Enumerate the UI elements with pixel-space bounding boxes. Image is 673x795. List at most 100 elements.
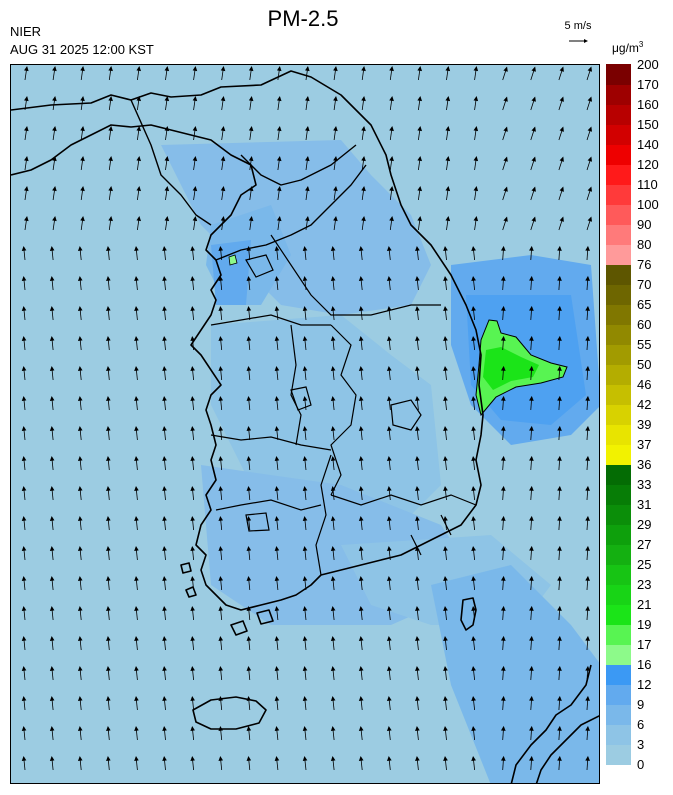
wind-arrow-head (49, 365, 55, 372)
wind-arrow-head (557, 755, 562, 761)
wind-arrow-head (358, 335, 364, 342)
wind-arrow-head (246, 305, 252, 312)
boundary-daegu-metro (390, 399, 422, 431)
wind-arrow-head (246, 755, 252, 762)
wind-arrow-head (190, 605, 195, 612)
wind-arrow-head (529, 725, 534, 731)
wind-arrow-head (77, 665, 83, 672)
wind-arrow-head (248, 65, 254, 72)
wind-arrow-head (330, 695, 336, 702)
wind-arrow-head (190, 635, 195, 642)
wind-arrow-head (559, 216, 564, 222)
wind-arrow-head (333, 125, 338, 132)
wind-arrow-head (246, 425, 252, 432)
wind-arrow-head (529, 575, 534, 581)
wind-arrow-head (190, 515, 195, 522)
wind-arrow-head (106, 635, 111, 642)
wind-arrow-head (190, 725, 195, 732)
wind-arrow-head (192, 185, 198, 192)
wind-arrow-head (330, 725, 336, 732)
wind-arrow-head (557, 695, 562, 701)
wind-arrow-head (49, 485, 55, 492)
wind-arrow-head (417, 185, 423, 192)
wind-arrow-head (358, 725, 364, 732)
wind-arrow-head (386, 695, 392, 702)
wind-arrow-head (330, 395, 336, 402)
wind-arrow-head (49, 605, 55, 612)
wind-arrow-head (106, 755, 111, 762)
wind-arrow-head (220, 95, 226, 102)
wind-arrow-head (246, 575, 252, 582)
wind-arrow-head (587, 126, 592, 132)
wind-arrow-head (305, 185, 310, 192)
wind-arrow-head (330, 485, 336, 492)
wind-arrow-head (471, 665, 476, 672)
wind-arrow-head (557, 455, 562, 461)
wind-arrow-head (585, 395, 590, 401)
wind-arrow-head (302, 335, 308, 342)
wind-arrow-head (358, 245, 364, 252)
wind-arrow-head (77, 755, 83, 762)
legend-tick-label: 9 (637, 697, 645, 712)
wind-arrow-head (274, 275, 280, 282)
wind-arrow-head (164, 155, 170, 162)
coastline-layer (11, 70, 599, 783)
wind-arrow-head (134, 545, 139, 552)
wind-arrow-head (162, 635, 167, 642)
wind-arrow-head (445, 95, 451, 102)
wind-arrow-head (559, 126, 564, 132)
wind-arrow-head (445, 155, 451, 162)
wind-arrow-head (529, 605, 534, 611)
wind-arrow-head (134, 305, 139, 312)
wind-arrow-head (585, 635, 590, 641)
wind-arrow-head (500, 455, 506, 461)
wind-arrow-head (21, 455, 27, 462)
wind-arrow-head (21, 695, 27, 702)
wind-arrow-head (415, 515, 420, 522)
wind-arrow-head (531, 156, 536, 162)
wind-arrow-head (218, 635, 224, 642)
wind-arrow-head (557, 305, 562, 311)
wind-arrow-head (302, 485, 308, 492)
wind-arrow-head (162, 545, 167, 552)
legend-swatch (606, 364, 631, 385)
wind-arrow-head (134, 365, 139, 372)
legend-tick-label: 25 (637, 557, 652, 572)
wind-arrow-head (246, 335, 252, 342)
wind-arrow-head (330, 245, 336, 252)
legend-tick-label: 3 (637, 737, 645, 752)
wind-arrow-head (106, 365, 111, 372)
wind-arrow-head (585, 245, 590, 251)
wind-arrow-head (500, 725, 506, 731)
wind-arrow-head (248, 185, 254, 192)
wind-arrow-head (389, 65, 394, 72)
wind-arrow-head (557, 725, 562, 731)
legend-tick-label: 170 (637, 77, 659, 92)
wind-arrow-head (106, 575, 111, 582)
wind-arrow-head (361, 125, 366, 132)
wind-arrow-head (386, 545, 392, 552)
wind-arrow-head (443, 635, 448, 642)
boundary-jeonbuk-jeonnam (215, 499, 322, 511)
wind-arrow-head (192, 155, 198, 162)
wind-arrow-head (246, 545, 252, 552)
wind-arrow-head (386, 275, 392, 282)
wind-scale-arrow-icon (569, 39, 588, 43)
wind-arrow-head (386, 455, 392, 462)
wind-arrow-head (302, 605, 308, 612)
wind-arrow-head (248, 215, 254, 222)
wind-arrow-head (24, 185, 29, 192)
wind-arrow-head (386, 605, 392, 612)
legend-swatch (606, 544, 631, 565)
wind-arrow-head (302, 545, 308, 552)
wind-arrow-head (585, 485, 590, 491)
wind-arrow-head (529, 275, 534, 281)
legend-swatch (606, 184, 631, 205)
pm25-map[interactable] (10, 64, 600, 784)
boundary-daejeon-metro (290, 386, 312, 411)
wind-arrow-head (358, 635, 364, 642)
boundary-jeolla-chungcheong (210, 434, 332, 451)
wind-arrow-head (134, 335, 139, 342)
wind-arrow-head (49, 245, 55, 252)
legend-tick-label: 37 (637, 437, 652, 452)
